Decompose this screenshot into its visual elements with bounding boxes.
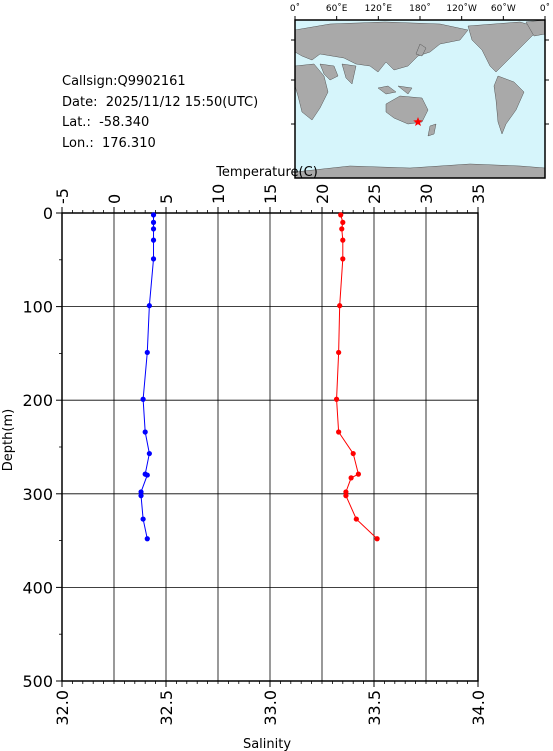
temperature-data-point [374,536,380,542]
temperature-data-point [336,429,342,435]
temperature-tick-label: 5 [157,194,176,204]
depth-tick-label: 500 [22,672,53,691]
depth-tick-label: 200 [22,391,53,410]
temperature-axis-label: Temperature(C) [215,165,318,180]
chart-grid [62,213,478,681]
date-text: Date: 2025/11/12 15:50(UTC) [62,94,259,110]
temperature-data-point [340,219,346,225]
salinity-data-point [150,237,157,243]
temperature-tick-label: 10 [209,184,228,204]
depth-tick-label: 300 [22,485,53,504]
salinity-data-point [138,489,144,495]
salinity-data-point [150,219,157,225]
map-lon-label: 60˚W [491,3,516,14]
salinity-tick-label: 33.5 [365,690,384,726]
salinity-tick-label: 33.0 [261,690,280,726]
salinity-tick-label: 34.0 [469,690,488,726]
temperature-tick-label: 25 [365,184,384,204]
map-lon-label: 120˚W [446,3,477,14]
callsign-text: Callsign:Q9902161 [62,74,186,89]
temperature-data-point [337,303,343,309]
map-lon-label: 180˚ [409,3,431,14]
salinity-data-point [142,429,148,435]
temperature-data-point [340,237,346,243]
salinity-data-point [140,396,146,402]
map-landmass [427,123,437,137]
temperature-tick-label: 20 [313,184,332,204]
temperature-data-point [343,489,349,495]
temperature-data-point [333,396,340,402]
salinity-data-point [150,226,157,232]
temperature-data-point [339,226,345,232]
salinity-data-point [144,536,150,542]
map-landmass [319,63,339,81]
station-info: Callsign:Q9902161 Date: 2025/11/12 15:50… [62,72,258,154]
map-landmass [385,95,429,125]
temperature-tick-label: -5 [53,188,72,204]
map-landmass [341,63,357,85]
salinity-axis-label: Salinity [243,737,291,751]
salinity-data-point [144,349,150,356]
map-lon-label: 60˚E [326,3,348,14]
salinity-tick-label: 32.0 [53,690,72,726]
temperature-data-point [350,450,356,457]
temperature-profile-line [336,214,378,540]
temperature-tick-label: 30 [417,184,436,204]
salinity-data-point [140,516,146,522]
map-landmass [294,21,469,73]
depth-axis-label: Depth(m) [1,409,16,471]
map-landmass [415,43,427,57]
temperature-tick-label: 35 [469,184,488,204]
temperature-tick-label: 15 [261,184,280,204]
temperature-data-point [348,475,354,481]
salinity-data-point [144,472,150,478]
map-landmass [377,85,397,95]
salinity-data-point [150,212,157,218]
chart-series [138,212,380,542]
map-landmass [397,85,413,95]
temperature-data-point [343,493,349,499]
temperature-data-point [353,516,359,522]
temperature-data-point [338,212,344,218]
map-land [294,19,546,179]
map-lon-label: 0˚ [290,3,300,14]
salinity-data-point [138,493,144,499]
temperature-data-point [336,349,342,356]
depth-tick-label: 0 [43,204,53,223]
salinity-data-point [146,450,152,457]
depth-tick-label: 100 [22,298,53,317]
location-star-icon [413,117,423,127]
salinity-tick-label: 32.5 [157,690,176,726]
float-location-star-icon [413,117,423,127]
temperature-data-point [355,471,361,477]
map-landmass [493,75,525,135]
map-lon-label: 0˚ [540,3,550,14]
salinity-data-point [150,256,157,262]
latitude-text: Lat.: -58.340 [62,115,150,130]
longitude-text: Lon.: 176.310 [62,135,156,151]
map-lon-label: 120˚E [365,3,393,14]
temperature-data-point [340,256,346,262]
salinity-data-point [146,303,152,309]
temperature-tick-label: 0 [105,194,124,204]
map-landmass [294,63,329,121]
depth-tick-label: 400 [22,578,53,597]
